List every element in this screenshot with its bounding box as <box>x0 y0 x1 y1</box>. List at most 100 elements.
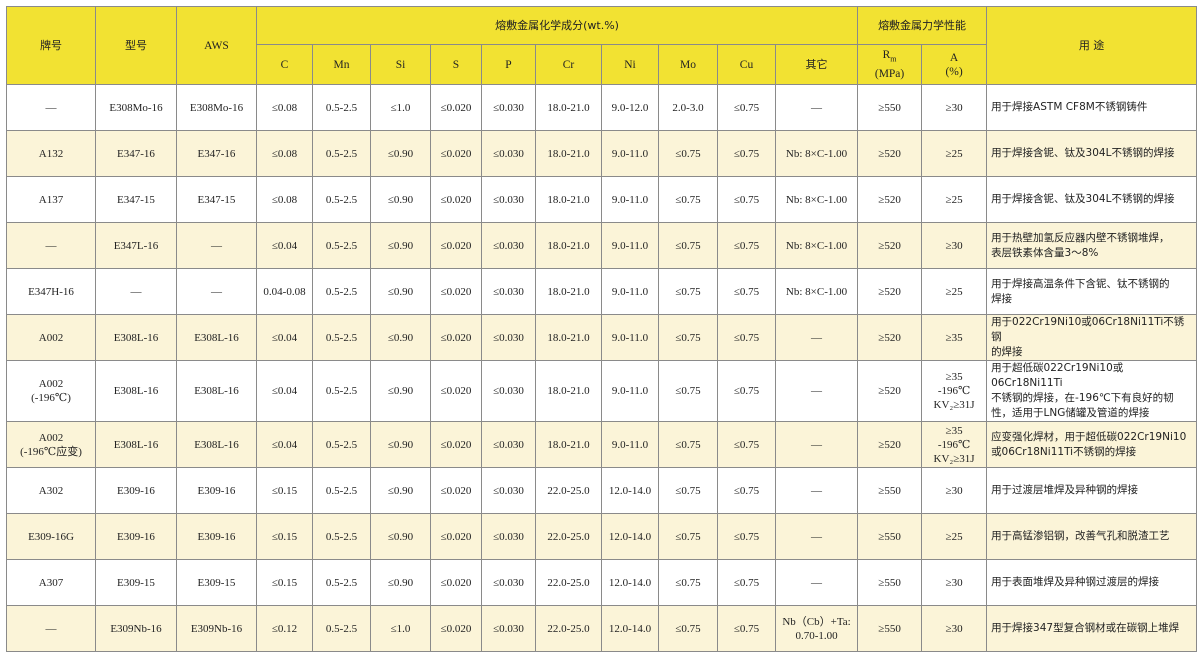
cell-s: ≤0.020 <box>430 513 482 560</box>
cell-s: ≤0.020 <box>430 559 482 606</box>
cell-ni: 12.0-14.0 <box>601 513 659 560</box>
cell-cu: ≤0.75 <box>717 314 776 361</box>
cell-cu: ≤0.75 <box>717 421 776 468</box>
cell-a: ≥30 <box>921 559 988 606</box>
cell-cr: 18.0-21.0 <box>535 130 602 177</box>
cell-c: ≤0.15 <box>256 467 313 514</box>
cell-rm: ≥550 <box>857 84 923 131</box>
cell-grade: — <box>6 222 96 269</box>
cell-model: E308L-16 <box>95 314 177 361</box>
cell-s: ≤0.020 <box>430 268 482 315</box>
cell-a: ≥25 <box>921 130 988 177</box>
cell-si: ≤0.90 <box>370 559 431 606</box>
cell-aws: E347-16 <box>176 130 257 177</box>
cell-model: E347-16 <box>95 130 177 177</box>
cell-c: ≤0.08 <box>256 176 313 223</box>
cell-cr: 18.0-21.0 <box>535 314 602 361</box>
rm-symbol: R <box>882 49 891 62</box>
cell-grade: — <box>6 605 96 652</box>
cell-si: ≤1.0 <box>370 84 431 131</box>
cell-s: ≤0.020 <box>430 605 482 652</box>
cell-si: ≤0.90 <box>370 513 431 560</box>
cell-mn: 0.5-2.5 <box>312 314 371 361</box>
cell-grade: E309-16G <box>6 513 96 560</box>
cell-mo: ≤0.75 <box>658 176 718 223</box>
cell-grade: A307 <box>6 559 96 606</box>
cell-p: ≤0.030 <box>481 513 536 560</box>
cell-s: ≤0.020 <box>430 314 482 361</box>
cell-other: Nb: 8×C-1.00 <box>774 268 859 315</box>
cell-ni: 9.0-11.0 <box>601 222 659 269</box>
header-grade: 牌号 <box>6 6 96 85</box>
cell-use: 用于焊接高温条件下含铌、钛不锈钢的 焊接 <box>986 268 1198 315</box>
cell-cr: 22.0-25.0 <box>535 559 602 606</box>
header-chem-3: S <box>430 44 482 85</box>
cell-s: ≤0.020 <box>430 130 482 177</box>
header-chem-9: 其它 <box>774 44 859 85</box>
cell-use: 用于焊接347型复合钢材或在碳钢上堆焊 <box>986 605 1198 652</box>
cell-aws: E309-16 <box>176 467 257 514</box>
cell-a: ≥30 <box>921 222 988 269</box>
cell-grade: A302 <box>6 467 96 514</box>
cell-grade: A137 <box>6 176 96 223</box>
cell-cr: 18.0-21.0 <box>535 268 602 315</box>
cell-cr: 18.0-21.0 <box>535 360 602 422</box>
cell-p: ≤0.030 <box>481 176 536 223</box>
cell-mn: 0.5-2.5 <box>312 268 371 315</box>
cell-rm: ≥520 <box>857 176 923 223</box>
cell-c: ≤0.04 <box>256 360 313 422</box>
cell-rm: ≥550 <box>857 513 923 560</box>
cell-other: — <box>774 421 859 468</box>
cell-aws: — <box>176 222 257 269</box>
cell-cr: 18.0-21.0 <box>535 176 602 223</box>
cell-cr: 22.0-25.0 <box>535 513 602 560</box>
cell-cu: ≤0.75 <box>717 84 776 131</box>
cell-use: 用于超低碳022Cr19Ni10或06Cr18Ni11Ti 不锈钢的焊接，在-1… <box>986 360 1198 422</box>
cell-si: ≤0.90 <box>370 421 431 468</box>
a-symbol: A <box>949 51 959 64</box>
cell-mo: ≤0.75 <box>658 222 718 269</box>
cell-mn: 0.5-2.5 <box>312 130 371 177</box>
cell-s: ≤0.020 <box>430 176 482 223</box>
cell-c: ≤0.08 <box>256 130 313 177</box>
cell-a: ≥25 <box>921 268 988 315</box>
cell-s: ≤0.020 <box>430 360 482 422</box>
header-chem-6: Ni <box>601 44 659 85</box>
table-row: A002 (-196℃应变) E308L-16 E308L-16 ≤0.04 0.5-2… <box>6 421 1198 468</box>
table-row: A302 E309-16 E309-16 ≤0.15 0.5-2.5 ≤0.90 ≤0.02… <box>6 467 1198 514</box>
cell-a: ≥35 <box>921 314 988 361</box>
cell-si: ≤0.90 <box>370 314 431 361</box>
cell-cu: ≤0.75 <box>717 130 776 177</box>
cell-ni: 9.0-12.0 <box>601 84 659 131</box>
cell-s: ≤0.020 <box>430 222 482 269</box>
header-chem-2: Si <box>370 44 431 85</box>
cell-mn: 0.5-2.5 <box>312 421 371 468</box>
cell-grade: — <box>6 84 96 131</box>
cell-p: ≤0.030 <box>481 84 536 131</box>
cell-mn: 0.5-2.5 <box>312 559 371 606</box>
cell-si: ≤0.90 <box>370 222 431 269</box>
header-a: A (%) <box>921 44 988 85</box>
cell-c: ≤0.15 <box>256 559 313 606</box>
cell-other: Nb: 8×C-1.00 <box>774 222 859 269</box>
cell-cu: ≤0.75 <box>717 605 776 652</box>
cell-other: — <box>774 467 859 514</box>
cell-ni: 12.0-14.0 <box>601 467 659 514</box>
cell-si: ≤0.90 <box>370 360 431 422</box>
cell-cr: 22.0-25.0 <box>535 467 602 514</box>
table-row: E347H-16— —0.04-0.08 0.5-2.5 ≤0.90 ≤0.020 ≤0.… <box>6 268 1198 315</box>
header-model: 型号 <box>95 6 177 85</box>
cell-p: ≤0.030 <box>481 268 536 315</box>
cell-cu: ≤0.75 <box>717 176 776 223</box>
cell-model: E309-16 <box>95 467 177 514</box>
cell-aws: E347-15 <box>176 176 257 223</box>
cell-model: — <box>95 268 177 315</box>
cell-use: 用于焊接含铌、钛及304L不锈钢的焊接 <box>986 130 1198 177</box>
table-row: A307 E309-15 E309-15 ≤0.15 0.5-2.5 ≤0.90 ≤0.02… <box>6 559 1198 606</box>
table-row: A132 E347-16 E347-16 ≤0.08 0.5-2.5 ≤0.90 ≤0.02… <box>6 130 1198 177</box>
cell-c: 0.04-0.08 <box>256 268 313 315</box>
header-chem-7: Mo <box>658 44 718 85</box>
table-row: A137 E347-15 E347-15 ≤0.08 0.5-2.5 ≤0.90 ≤0.02… <box>6 176 1198 223</box>
cell-mn: 0.5-2.5 <box>312 176 371 223</box>
cell-a: ≥35 -196℃ KV₂≥31J <box>921 421 988 468</box>
